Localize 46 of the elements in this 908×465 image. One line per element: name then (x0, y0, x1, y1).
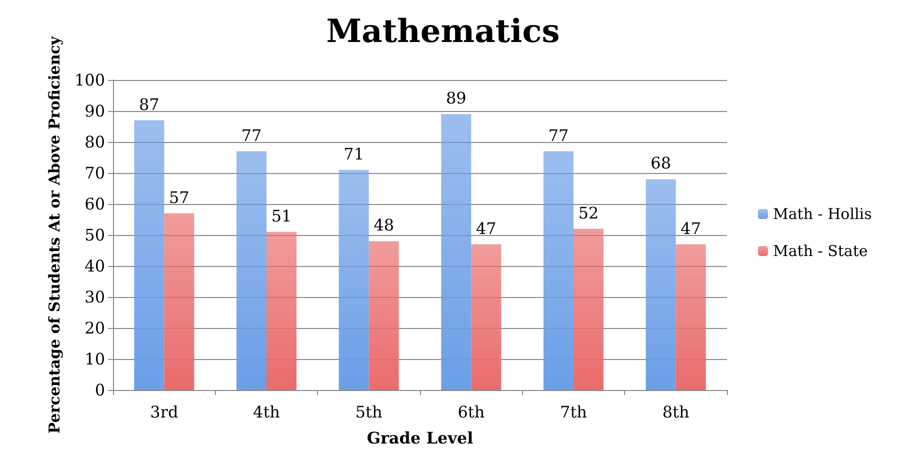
y-tick-label: 50 (84, 226, 105, 244)
data-label: 47 (476, 218, 496, 238)
y-tick-label: 60 (84, 194, 105, 214)
bar (266, 232, 296, 390)
x-tick-label: 3rd (150, 402, 178, 422)
y-tick-label: 70 (84, 164, 105, 182)
data-label: 51 (271, 206, 292, 226)
data-label: 47 (680, 218, 702, 238)
bar (574, 228, 604, 390)
data-label: 77 (241, 126, 262, 145)
data-label: 77 (548, 126, 569, 145)
bar (164, 213, 194, 390)
bar (471, 244, 502, 390)
x-tick-label: 7th (560, 402, 587, 422)
y-tick-label: 80 (84, 132, 105, 152)
bar (544, 151, 574, 390)
x-tick-label: 5th (355, 402, 382, 422)
y-tick-label: 90 (84, 102, 105, 120)
bar (676, 244, 706, 390)
bar (134, 120, 164, 390)
bar (441, 114, 472, 390)
data-label: 87 (138, 94, 160, 114)
y-tick-label: 100 (74, 70, 105, 90)
x-tick-label: 6th (458, 402, 485, 422)
data-label: 68 (650, 154, 672, 173)
x-tick-label: 4th (253, 402, 280, 422)
legend-label: Math - Hollis (773, 205, 872, 223)
y-tick-label: 40 (84, 256, 105, 276)
y-axis-title: Percentage of Students At or Above Proficiency (46, 35, 64, 434)
y-tick-label: 10 (84, 350, 105, 368)
bar (646, 179, 676, 390)
chart-title: Mathematics (326, 12, 560, 50)
bar (338, 170, 369, 390)
data-label: 71 (344, 144, 364, 164)
bar (236, 151, 266, 390)
bar (368, 241, 399, 390)
data-label: 89 (446, 88, 466, 108)
y-tick-label: 30 (84, 288, 105, 306)
x-tick-label: 8th (662, 402, 690, 422)
data-label: 57 (168, 188, 190, 207)
legend-label: Math - State (773, 242, 868, 260)
y-tick-label: 0 (94, 380, 105, 400)
y-tick-label: 20 (84, 318, 105, 338)
data-label: 48 (374, 216, 394, 235)
data-label: 52 (578, 203, 599, 222)
x-axis-title: Grade Level (366, 428, 474, 448)
